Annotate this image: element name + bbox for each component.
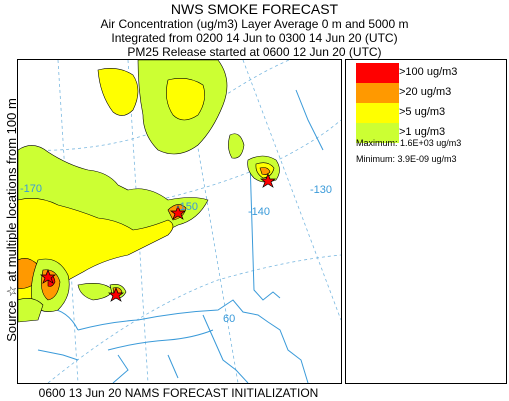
legend-swatch bbox=[356, 103, 399, 123]
legend-swatch bbox=[356, 63, 399, 83]
coastline bbox=[18, 89, 324, 383]
star-icon bbox=[169, 205, 187, 220]
graticule-label: -150 bbox=[176, 201, 198, 213]
release-start: PM25 Release started at 0600 12 Jun 20 (… bbox=[127, 45, 382, 59]
map-title: NWS SMOKE FORECAST bbox=[170, 1, 339, 17]
smoke-map: -170 -150 -140 -130 60 bbox=[18, 60, 341, 383]
star-icon bbox=[39, 269, 57, 284]
graticule-label: -130 bbox=[310, 184, 332, 196]
smoke-plume bbox=[18, 60, 280, 323]
graticule-label: 60 bbox=[223, 313, 235, 325]
star-icon bbox=[107, 287, 125, 302]
concentration-subtitle: Air Concentration (ug/m3) Layer Average … bbox=[100, 17, 409, 31]
star-icon bbox=[259, 173, 277, 188]
map-panel: -170 -150 -140 -130 60 bbox=[17, 59, 342, 384]
minimum-value: Minimum: 3.9E-09 ug/m3 bbox=[356, 154, 457, 164]
maximum-value: Maximum: 1.6E+03 ug/m3 bbox=[356, 138, 462, 148]
legend-swatch bbox=[356, 83, 399, 103]
legend-swatch bbox=[356, 123, 399, 143]
legend-panel: >100 ug/m3 >20 ug/m3 >5 ug/m3 >1 ug/m3 M… bbox=[345, 59, 507, 384]
legend-label: >20 ug/m3 bbox=[399, 86, 452, 98]
forecast-initialization: 0600 13 Jun 20 NAMS FORECAST INITIALIZAT… bbox=[38, 386, 319, 400]
legend-label: >5 ug/m3 bbox=[399, 106, 446, 118]
legend-label: >100 ug/m3 bbox=[399, 66, 458, 78]
source-markers bbox=[39, 173, 277, 302]
graticule-label: -140 bbox=[248, 206, 270, 218]
integration-period: Integrated from 0200 14 Jun to 0300 14 J… bbox=[111, 31, 398, 45]
graticule-label: -170 bbox=[20, 183, 42, 195]
legend-label: >1 ug/m3 bbox=[399, 126, 446, 138]
